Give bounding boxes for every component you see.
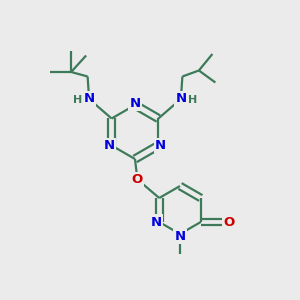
Text: N: N (151, 215, 162, 229)
Text: O: O (132, 173, 143, 186)
Text: H: H (73, 95, 82, 106)
Text: N: N (104, 139, 115, 152)
Text: N: N (174, 230, 186, 243)
Text: N: N (155, 139, 166, 152)
Text: N: N (129, 97, 141, 110)
Text: H: H (188, 95, 197, 106)
Text: N: N (84, 92, 95, 106)
Text: O: O (223, 215, 234, 229)
Text: N: N (175, 92, 186, 106)
